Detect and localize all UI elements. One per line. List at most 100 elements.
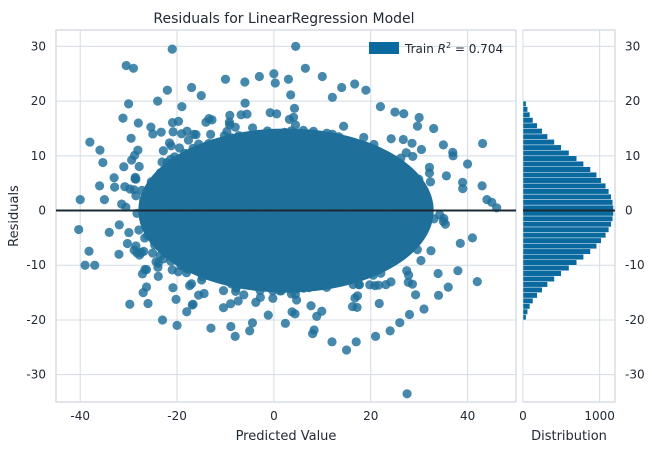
residual-point [128,63,139,73]
x-tick-label: -40 [70,409,90,423]
legend-label-r: R [438,42,446,56]
x-tick-label: 0 [270,409,278,423]
distribution-bar [522,221,612,228]
residual-point [272,109,282,119]
residual-point [386,134,396,144]
residual-point [327,236,337,246]
distribution-bar [522,150,570,157]
residual-point [386,219,396,229]
residual-point [186,82,197,93]
residual-point [289,152,299,162]
residual-point [357,248,367,258]
residual-point [307,167,317,177]
residual-point [388,247,399,257]
residual-point [329,189,339,199]
y-tick-label: 10 [31,149,46,163]
residual-point [313,139,324,149]
residual-point [299,158,309,168]
residual-point [472,277,482,287]
residual-point [414,112,424,123]
residual-point [343,173,353,183]
residual-point [477,181,487,191]
residual-point [268,286,278,296]
residual-point [412,245,422,255]
residual-point [197,197,207,208]
residual-point [167,44,177,54]
residual-point [406,187,416,197]
residual-point [190,217,200,228]
residual-point [247,239,257,249]
residual-point [392,213,403,223]
residual-point [288,234,298,244]
y-tick-label: -10 [26,258,46,272]
residual-point [255,292,265,303]
residual-point [226,321,236,332]
residual-point [292,224,302,234]
distribution-bar [522,286,543,293]
residual-point [206,129,216,139]
residual-point [279,194,289,204]
distribution-bar [522,193,612,200]
residual-point [322,128,332,138]
residual-point [214,184,224,194]
residual-point [416,255,426,266]
residual-point [206,323,216,333]
residual-point [243,143,254,153]
residual-point [226,299,236,309]
residual-point [376,268,386,278]
residual-point [202,268,212,279]
residual-point [179,197,190,207]
residual-point [398,168,408,179]
residual-point [211,267,221,277]
residual-point [214,192,225,202]
residual-point [372,200,382,210]
residual-point [218,303,229,313]
residual-point [121,60,131,71]
distribution-bar [522,259,577,266]
residual-point [319,229,330,239]
distribution-bar [522,155,577,162]
residual-point [137,185,147,195]
residual-point [114,249,124,259]
residual-point [218,163,228,174]
residual-point [363,214,373,224]
residual-point [260,182,270,192]
residual-point [254,71,264,82]
residual-point [140,233,150,243]
residual-point [274,271,285,281]
residual-point [365,280,375,290]
residual-point [360,158,370,168]
distribution-bar [522,128,543,135]
distribution-bar [522,265,570,271]
distribution-bar [522,133,548,140]
residual-point [80,260,90,270]
residual-point [362,266,373,276]
residual-point [318,236,328,246]
distribution-bar [522,144,562,151]
residual-point [291,162,301,172]
residual-point [119,162,129,172]
residual-point [90,260,100,270]
residual-point [321,161,331,171]
residual-point [122,238,132,249]
distribution-bar [522,237,602,244]
residual-point [280,127,290,137]
residual-point [259,279,269,289]
residual-point [194,246,204,257]
residual-point [241,162,251,172]
residual-point [311,254,322,264]
residual-point [407,138,417,148]
residual-point [455,238,465,248]
distribution-y-tick-label: -20 [625,313,645,327]
residual-point [155,168,165,178]
residual-point [288,173,298,183]
residual-point [362,233,372,244]
residual-point [216,232,226,242]
residual-point [398,134,408,145]
residual-point [196,91,206,101]
residual-point [162,168,172,179]
residual-point [99,194,110,205]
residual-point [410,290,421,300]
residual-point [75,194,85,205]
distribution-bar [522,275,555,282]
